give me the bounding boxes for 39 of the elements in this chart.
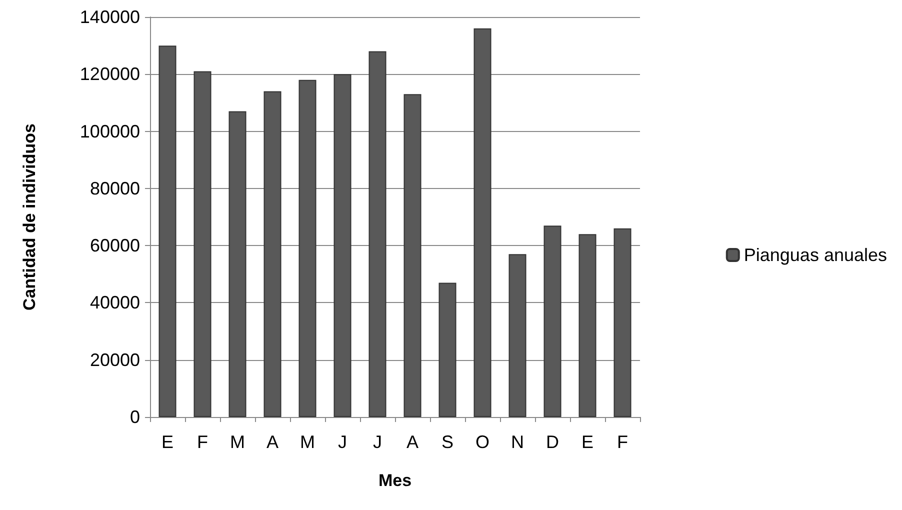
x-tick-label: E	[581, 432, 594, 452]
x-tick-label: F	[197, 432, 208, 452]
y-axis-title: Cantidad de individuos	[20, 123, 39, 311]
bar	[264, 91, 282, 417]
y-tick-label: 60000	[90, 236, 140, 256]
y-tick-label: 100000	[80, 121, 140, 142]
y-tick-label: 40000	[90, 292, 140, 313]
x-tick-label: M	[300, 432, 315, 452]
x-tick-label: F	[617, 432, 628, 452]
x-tick-label: S	[441, 432, 454, 452]
bar	[508, 254, 526, 417]
bar	[334, 74, 352, 417]
bar	[158, 46, 176, 417]
bar	[404, 94, 422, 417]
bar	[474, 28, 492, 417]
bar	[194, 71, 212, 417]
bar	[544, 226, 562, 417]
x-tick-label: E	[161, 432, 174, 452]
x-tick-label: D	[546, 432, 559, 452]
x-tick-label: O	[475, 432, 490, 452]
y-tick-label: 80000	[90, 178, 140, 198]
bar	[614, 228, 632, 417]
y-tick-label: 140000	[80, 7, 140, 27]
bar	[578, 234, 596, 417]
x-tick-label: A	[406, 432, 419, 452]
x-tick-label: J	[338, 432, 347, 452]
bar	[228, 111, 246, 417]
bar	[438, 282, 456, 417]
bar	[368, 51, 386, 417]
x-tick-label: A	[266, 432, 279, 452]
legend-label: Pianguas anuales	[744, 245, 888, 265]
bar	[298, 80, 316, 417]
x-tick-label: J	[373, 432, 382, 452]
y-tick-label: 120000	[80, 64, 140, 84]
y-tick-label: 20000	[90, 350, 140, 370]
x-tick-label: M	[230, 432, 245, 452]
x-tick-label: N	[511, 432, 524, 452]
y-tick-label: 0	[130, 407, 140, 427]
x-axis-title: Mes	[378, 471, 412, 490]
